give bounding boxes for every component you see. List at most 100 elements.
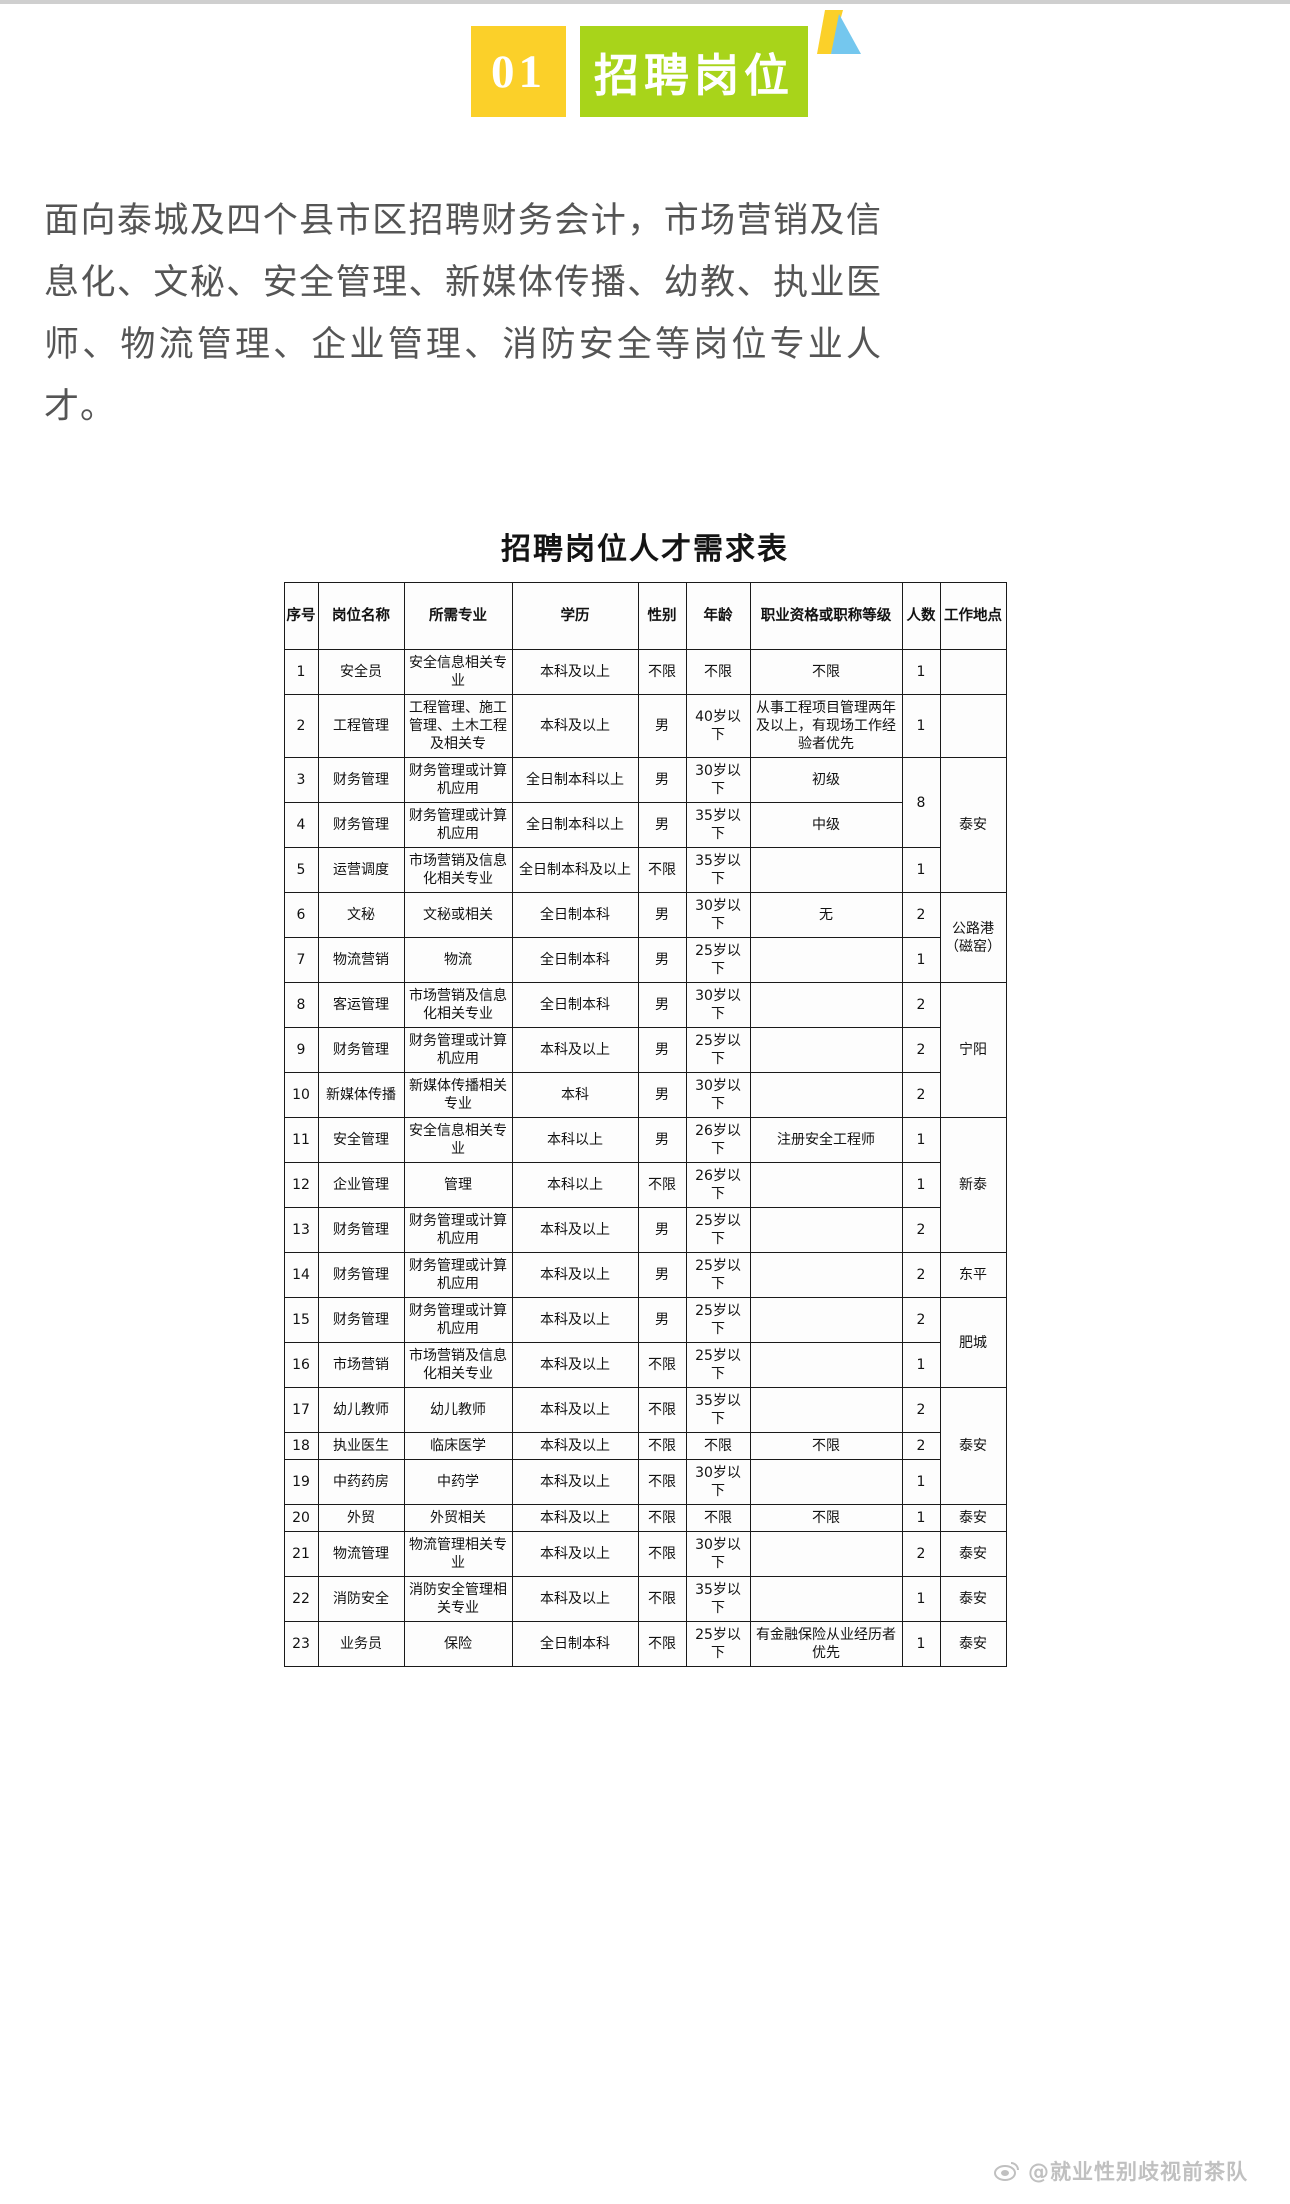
cell-count: 2: [901, 1207, 941, 1253]
cell-certificate: [749, 1297, 903, 1343]
cell-index: 2: [283, 694, 319, 758]
table-row: 17 幼儿教师 幼儿教师 本科及以上 不限 35岁以下 2 泰安: [283, 1387, 1007, 1505]
cell-age: 30岁以下: [685, 757, 751, 803]
col-header-cert: 职业资格或职称等级: [749, 582, 903, 650]
page-title: 招聘岗位: [580, 26, 809, 117]
cell-location: 泰安: [939, 1387, 1007, 1505]
cell-certificate: 注册安全工程师: [749, 1117, 903, 1163]
cell-count: 1: [901, 1117, 941, 1163]
cell-post: 财务管理: [317, 757, 405, 803]
col-header-sex: 性别: [637, 582, 687, 650]
cell-major: 临床医学: [403, 1432, 513, 1460]
cell-count: 1: [901, 1459, 941, 1505]
cell-post: 市场营销: [317, 1342, 405, 1388]
cell-gender: 男: [637, 802, 687, 848]
cell-location: 泰安: [939, 1576, 1007, 1622]
cell-post: 执业医生: [317, 1432, 405, 1460]
demand-table-section: 招聘岗位人才需求表 序号 岗位名称 所需专业 学历 性别 年龄 职业资格或职称等…: [0, 524, 1290, 1707]
cell-gender: 不限: [637, 1621, 687, 1667]
cell-certificate: [749, 1162, 903, 1208]
cell-index: 18: [283, 1432, 319, 1460]
table-row: 23 业务员 保险 全日制本科 不限 25岁以下 有金融保险从业经历者优先 1 泰安: [283, 1621, 1007, 1667]
cell-location: 泰安: [939, 1504, 1007, 1532]
cell-count: 2: [901, 1531, 941, 1577]
cell-gender: 不限: [637, 847, 687, 893]
cell-count: 2: [901, 1072, 941, 1118]
cell-education: 本科及以上: [511, 1252, 639, 1298]
col-header-count: 人数: [901, 582, 941, 650]
cell-location: 新泰: [939, 1117, 1007, 1253]
cell-post: 幼儿教师: [317, 1387, 405, 1433]
cell-post: 安全管理: [317, 1117, 405, 1163]
cell-age: 25岁以下: [685, 1342, 751, 1388]
cell-count: 1: [901, 1576, 941, 1622]
cell-education: 本科及以上: [511, 1459, 639, 1505]
cell-age: 30岁以下: [685, 1531, 751, 1577]
cell-age: 30岁以下: [685, 892, 751, 938]
cell-major: 新媒体传播相关专业: [403, 1072, 513, 1118]
cell-major: 保险: [403, 1621, 513, 1667]
cell-post: 客运管理: [317, 982, 405, 1028]
cell-education: 全日制本科: [511, 937, 639, 983]
cell-index: 21: [283, 1531, 319, 1577]
cell-education: 本科及以上: [511, 1576, 639, 1622]
cell-location: [939, 649, 1007, 695]
cell-index: 1: [283, 649, 319, 695]
cell-index: 14: [283, 1252, 319, 1298]
cell-index: 22: [283, 1576, 319, 1622]
cell-major: 管理: [403, 1162, 513, 1208]
cell-gender: 不限: [637, 649, 687, 695]
cell-education: 本科及以上: [511, 1027, 639, 1073]
table-row: 14 财务管理 财务管理或计算机应用 本科及以上男 25岁以下 2 东平: [283, 1252, 1007, 1298]
cell-age: 30岁以下: [685, 982, 751, 1028]
table-row: 4 财务管理 财务管理或计算机应用 全日制本科以上男 35岁以下 中级: [283, 802, 1006, 848]
cell-certificate: 不限: [749, 649, 903, 695]
col-header-post: 岗位名称: [317, 582, 405, 650]
col-header-major: 所需专业: [403, 582, 513, 650]
cell-education: 全日制本科以上: [511, 802, 639, 848]
cell-certificate: 有金融保险从业经历者优先: [749, 1621, 903, 1667]
cell-certificate: [749, 1531, 903, 1577]
cell-post: 财务管理: [317, 1207, 405, 1253]
cell-count: 1: [901, 1621, 941, 1667]
cell-location: [939, 694, 1007, 758]
cell-certificate: 不限: [749, 1504, 903, 1532]
cell-age: 35岁以下: [685, 1387, 751, 1433]
cell-index: 19: [283, 1459, 319, 1505]
cell-gender: 男: [637, 1072, 687, 1118]
weibo-logo-icon: [994, 2162, 1019, 2181]
cell-index: 5: [283, 847, 319, 893]
top-edge-band: [0, 0, 1290, 4]
cell-education: 全日制本科及以上: [511, 847, 639, 893]
table-title: 招聘岗位人才需求表: [501, 532, 789, 567]
cell-major: 安全信息相关专业: [403, 1117, 513, 1163]
cell-index: 6: [283, 892, 319, 938]
cell-age: 不限: [685, 649, 751, 695]
cell-certificate: 不限: [749, 1432, 903, 1460]
cell-post: 财务管理: [317, 802, 405, 848]
table-row: 12 企业管理 管理 本科以上 不限 26岁以下 1: [283, 1162, 1006, 1208]
cell-post: 安全员: [317, 649, 405, 695]
cell-gender: 不限: [637, 1576, 687, 1622]
cell-major: 财务管理或计算机应用: [403, 802, 513, 848]
cell-location: 公路港（磁窑）: [939, 892, 1007, 983]
table-row: 5 运营调度 市场营销及信息化相关专业 全日制本科及以上 不限 35岁以下 1: [283, 847, 1006, 893]
cell-count: 2: [901, 1297, 941, 1343]
cell-location: 泰安: [939, 1621, 1007, 1667]
table-row: 3 财务管理 财务管理或计算机应用 全日制本科以上男 30岁以下 初级 8 泰安: [283, 757, 1007, 893]
cell-location: 泰安: [939, 757, 1007, 893]
cell-post: 业务员: [317, 1621, 405, 1667]
cell-post: 新媒体传播: [317, 1072, 405, 1118]
cell-gender: 男: [637, 757, 687, 803]
cell-index: 20: [283, 1504, 319, 1532]
cell-index: 23: [283, 1621, 319, 1667]
cell-education: 全日制本科以上: [511, 757, 639, 803]
table-body: 1 安全员 安全信息相关专业 本科及以上 不限 不限 不限 1 2 工程管理 工程管理、施工管理、土…: [283, 649, 1007, 1667]
cell-certificate: [749, 982, 903, 1028]
cell-age: 35岁以下: [685, 1576, 751, 1622]
cell-certificate: [749, 1387, 903, 1433]
cell-gender: 不限: [637, 1531, 687, 1577]
cell-age: 26岁以下: [685, 1117, 751, 1163]
cell-age: 25岁以下: [685, 1621, 751, 1667]
cell-certificate: 初级: [749, 757, 903, 803]
